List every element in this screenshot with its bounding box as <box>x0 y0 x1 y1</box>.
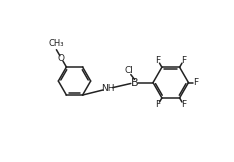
Text: F: F <box>181 100 186 109</box>
Text: B: B <box>131 78 138 88</box>
Text: F: F <box>155 56 161 65</box>
Text: CH₃: CH₃ <box>49 39 64 48</box>
Text: NH: NH <box>101 84 115 93</box>
Text: Cl: Cl <box>124 66 133 75</box>
Text: O: O <box>58 54 65 63</box>
Text: F: F <box>155 100 161 109</box>
Text: F: F <box>181 56 186 65</box>
Text: F: F <box>194 78 199 87</box>
